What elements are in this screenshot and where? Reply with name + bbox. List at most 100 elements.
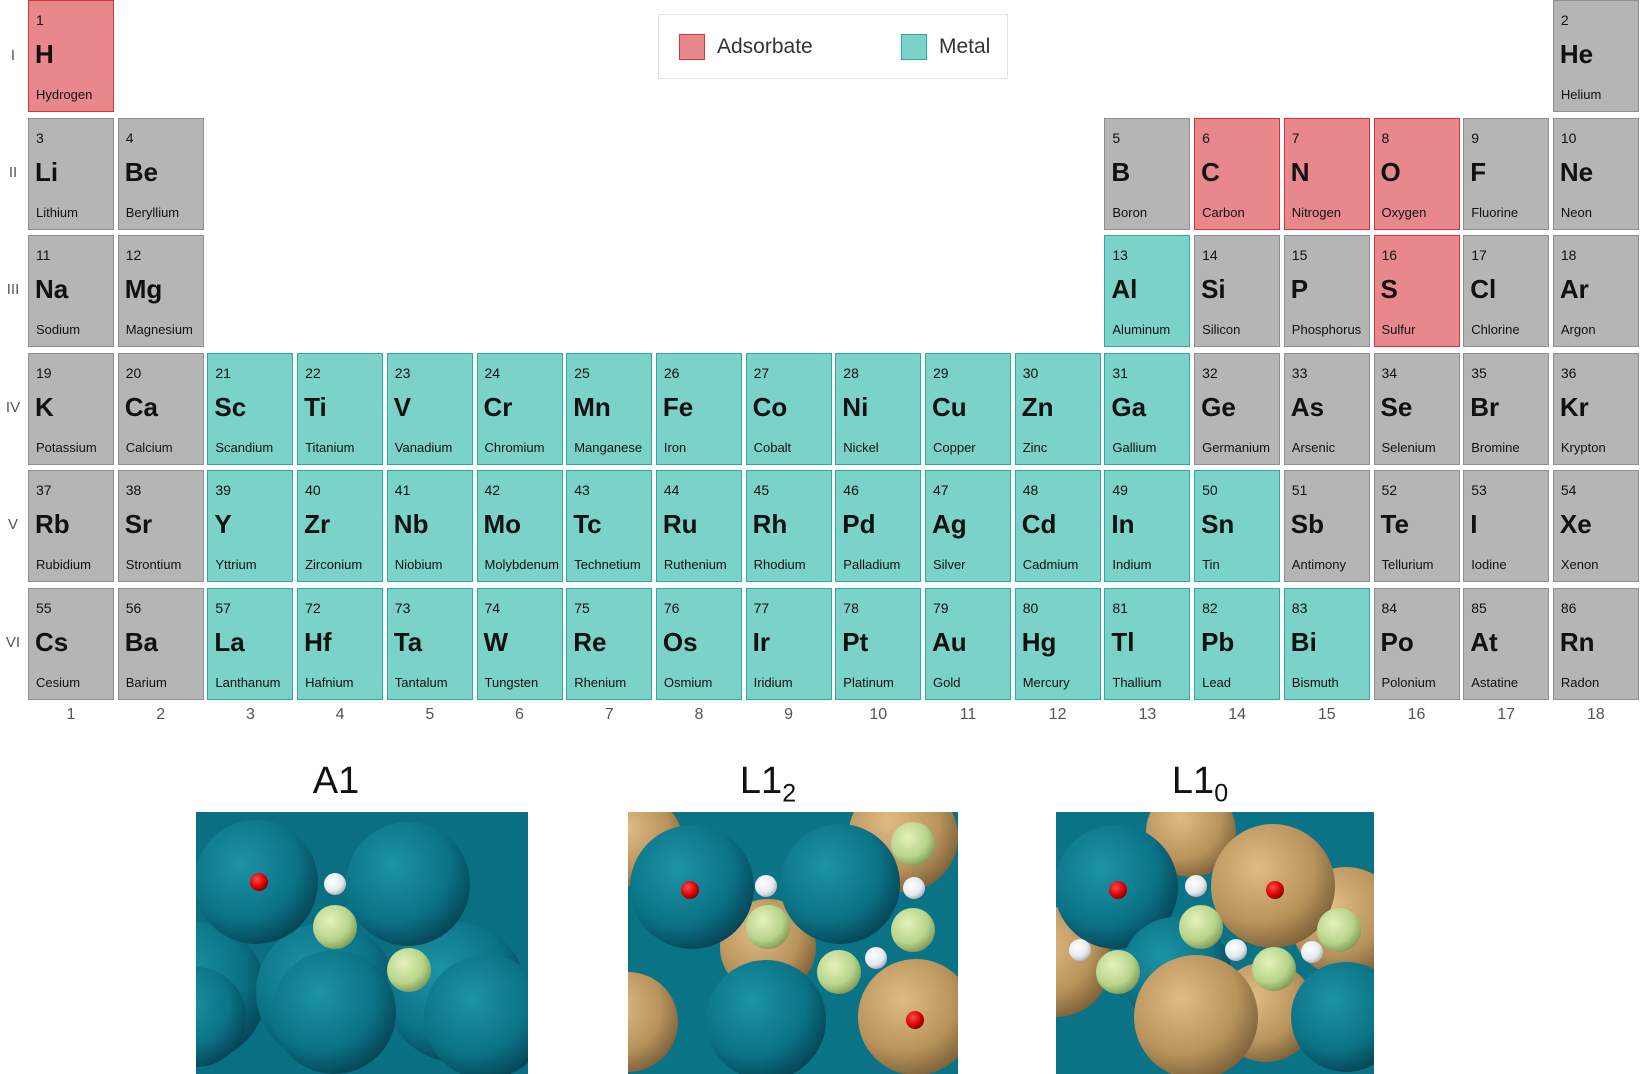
element-symbol: O bbox=[1380, 156, 1401, 187]
adsorbate-atom bbox=[891, 908, 935, 952]
element-symbol: Cd bbox=[1021, 509, 1057, 539]
atomic-number: 34 bbox=[1381, 364, 1398, 381]
element-name: Lead bbox=[1202, 674, 1232, 690]
element-cell-b: 5 B Boron bbox=[1104, 117, 1191, 230]
element-symbol: Ne bbox=[1559, 156, 1594, 187]
group-label: 1 bbox=[66, 706, 76, 723]
element-symbol: Be bbox=[124, 156, 158, 187]
atomic-number: 7 bbox=[1291, 129, 1300, 146]
element-cell-ag: 47 Ag Silver bbox=[925, 470, 1011, 582]
element-cell-co: 27 Co Cobalt bbox=[745, 352, 832, 465]
structure-title-l10: L10 bbox=[1140, 760, 1260, 809]
element-name: Xenon bbox=[1560, 557, 1599, 572]
element-name: Mercury bbox=[1022, 674, 1070, 690]
element-symbol: Ga bbox=[1111, 391, 1147, 422]
group-label: 6 bbox=[515, 706, 524, 723]
adsorbate-atom bbox=[1185, 875, 1207, 897]
atomic-number: 45 bbox=[753, 482, 770, 498]
element-cell-w: 74 W Tungsten bbox=[476, 587, 563, 700]
element-symbol: Al bbox=[1111, 274, 1138, 304]
structure-title-text: A1 bbox=[312, 760, 360, 802]
element-name: Cesium bbox=[36, 674, 81, 690]
element-name: Aluminum bbox=[1112, 322, 1171, 337]
atomic-number: 23 bbox=[394, 364, 411, 381]
atomic-number: 57 bbox=[215, 599, 231, 616]
adsorbate-atom bbox=[1069, 939, 1091, 961]
atomic-number: 78 bbox=[843, 599, 859, 616]
element-name: Polonium bbox=[1381, 674, 1436, 690]
atomic-number: 28 bbox=[843, 364, 859, 381]
element-name: Tellurium bbox=[1381, 557, 1434, 572]
element-cell-tl: 81 Tl Thallium bbox=[1104, 587, 1191, 700]
group-label: 18 bbox=[1586, 706, 1605, 723]
adsorbate-atom bbox=[313, 905, 357, 949]
element-symbol: Sr bbox=[124, 509, 153, 539]
structure-image-l10 bbox=[1056, 812, 1374, 1074]
element-symbol: Rn bbox=[1559, 626, 1595, 657]
element-cell-o: 8 O Oxygen bbox=[1373, 117, 1460, 230]
atomic-number: 53 bbox=[1471, 482, 1487, 498]
element-cell-h: 1 H Hydrogen bbox=[28, 0, 114, 112]
group-label: 3 bbox=[245, 706, 255, 723]
element-cell-f: 9 F Fluorine bbox=[1463, 117, 1550, 230]
element-name: Niobium bbox=[394, 557, 443, 572]
structure-title-l12: L12 bbox=[708, 760, 828, 809]
atomic-number: 1 bbox=[36, 12, 44, 28]
element-cell-mg: 12 Mg Magnesium bbox=[117, 235, 204, 347]
atomic-number: 8 bbox=[1381, 129, 1390, 146]
element-cell-pt: 78 Pt Platinum bbox=[835, 587, 922, 700]
element-symbol: N bbox=[1290, 156, 1310, 187]
element-name: Scandium bbox=[215, 439, 274, 455]
atomic-number: 3 bbox=[36, 129, 44, 146]
adsorbate-atom bbox=[817, 950, 861, 994]
atomic-number: 12 bbox=[125, 247, 142, 263]
atomic-number: 50 bbox=[1202, 482, 1218, 498]
atomic-number: 17 bbox=[1471, 247, 1487, 263]
metal-atom bbox=[1291, 962, 1374, 1072]
element-symbol: Cl bbox=[1470, 274, 1497, 304]
element-name: Strontium bbox=[125, 557, 182, 572]
element-symbol: Br bbox=[1470, 391, 1500, 422]
element-name: Bismuth bbox=[1291, 674, 1339, 690]
element-cell-rb: 37 Rb Rubidium bbox=[28, 470, 114, 582]
metal-atom bbox=[780, 824, 900, 944]
element-cell-cs: 55 Cs Cesium bbox=[28, 587, 114, 700]
group-label: 16 bbox=[1407, 706, 1426, 723]
element-name: Oxygen bbox=[1381, 204, 1427, 220]
metal-atom bbox=[272, 950, 396, 1074]
atomic-number: 25 bbox=[574, 364, 590, 381]
metal-atom bbox=[346, 822, 470, 946]
atomic-number: 20 bbox=[125, 364, 142, 381]
element-name: Gallium bbox=[1112, 439, 1157, 455]
element-cell-na: 11 Na Sodium bbox=[28, 235, 114, 347]
atomic-number: 52 bbox=[1381, 482, 1398, 498]
group-label: 8 bbox=[694, 706, 704, 723]
element-name: Germanium bbox=[1202, 439, 1271, 455]
element-symbol: Ti bbox=[304, 391, 327, 422]
element-symbol: C bbox=[1201, 156, 1220, 187]
group-label: 14 bbox=[1228, 706, 1246, 723]
legend-metal-swatch bbox=[901, 34, 927, 60]
element-symbol: In bbox=[1111, 509, 1135, 539]
element-name: Beryllium bbox=[125, 204, 180, 220]
element-symbol: Au bbox=[932, 626, 967, 657]
element-name: Phosphorus bbox=[1291, 322, 1362, 337]
element-symbol: Hg bbox=[1021, 626, 1057, 657]
element-name: Sodium bbox=[36, 322, 81, 337]
metal-atom bbox=[424, 955, 528, 1074]
element-cell-si: 14 Si Silicon bbox=[1194, 235, 1281, 347]
atomic-number: 76 bbox=[663, 599, 680, 616]
element-symbol: Os bbox=[662, 626, 698, 657]
atomic-number: 6 bbox=[1202, 129, 1210, 146]
element-symbol: He bbox=[1559, 39, 1594, 69]
element-cell-br: 35 Br Bromine bbox=[1463, 352, 1550, 465]
structure-title-subscript: 2 bbox=[782, 779, 797, 808]
adsorbate-atom bbox=[681, 881, 699, 899]
element-cell-sb: 51 Sb Antimony bbox=[1283, 470, 1370, 582]
element-cell-xe: 54 Xe Xenon bbox=[1552, 470, 1639, 582]
structure-image-l12 bbox=[628, 812, 958, 1074]
group-label: 11 bbox=[959, 706, 977, 723]
element-symbol: K bbox=[35, 391, 54, 422]
element-symbol: Bi bbox=[1290, 626, 1317, 657]
element-symbol: S bbox=[1380, 274, 1398, 304]
